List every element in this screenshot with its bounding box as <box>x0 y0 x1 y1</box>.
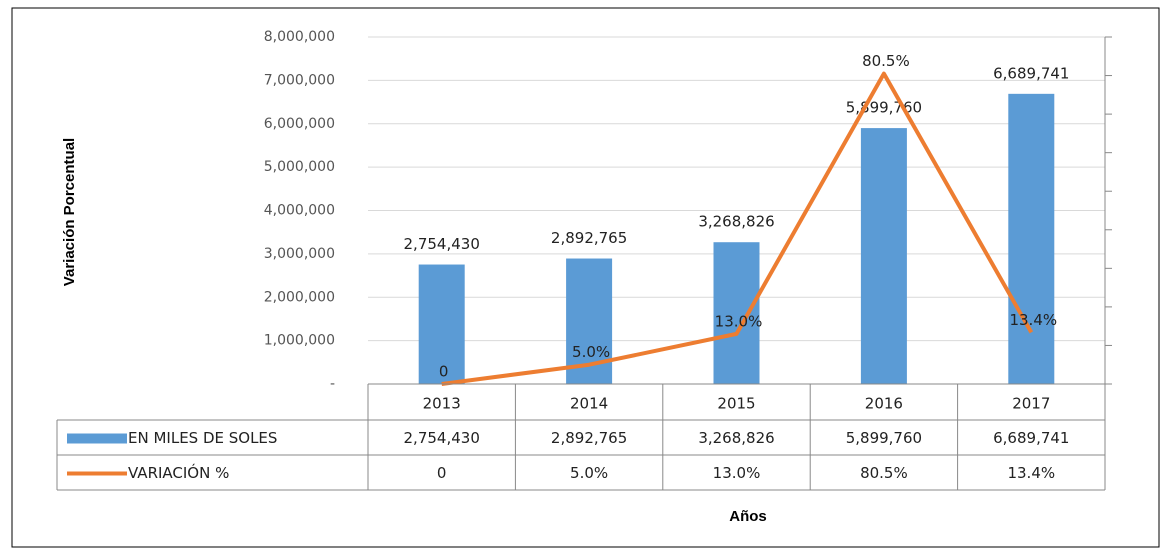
y-tick-label: 7,000,000 <box>264 72 335 88</box>
bar <box>418 264 465 384</box>
line-value-label: 0 <box>439 363 449 381</box>
line-value-label: 80.5% <box>862 52 910 70</box>
x-tick-label: 2014 <box>570 395 608 413</box>
bar <box>1008 93 1055 384</box>
y-tick-label: 6,000,000 <box>264 116 335 132</box>
y-tick-label: 8,000,000 <box>264 29 335 45</box>
table-cell: 0 <box>437 464 447 482</box>
bar-value-label: 2,892,765 <box>551 229 627 247</box>
table-cell: 2,892,765 <box>551 429 627 447</box>
bar-value-label: 6,689,741 <box>993 64 1069 82</box>
legend-label: VARIACIÓN % <box>128 463 229 482</box>
bar-value-label: 5,899,760 <box>846 99 922 117</box>
table-cell: 3,268,826 <box>698 429 774 447</box>
bar-value-label: 2,754,430 <box>404 235 480 253</box>
y-tick-label: 3,000,000 <box>264 246 335 262</box>
x-tick-label: 2013 <box>423 395 461 413</box>
legend-swatch <box>67 433 127 444</box>
bar <box>713 242 760 384</box>
table-cell: 2,754,430 <box>404 429 480 447</box>
y-tick-label: 5,000,000 <box>264 159 335 175</box>
bar-value-label: 3,268,826 <box>698 213 774 231</box>
x-tick-label: 2017 <box>1012 395 1050 413</box>
line <box>441 71 1034 386</box>
x-tick-label: 2015 <box>717 395 755 413</box>
x-axis-label: Años <box>729 508 767 525</box>
y-axis-label: Variación Porcentual <box>61 138 78 286</box>
table-cell: 6,689,741 <box>993 429 1069 447</box>
table-cell: 13.4% <box>1007 464 1055 482</box>
y-tick-label: 4,000,000 <box>264 203 335 219</box>
table-cell: 13.0% <box>713 464 761 482</box>
y-tick-label: 2,000,000 <box>264 289 335 305</box>
y-tick-label: 1,000,000 <box>264 333 335 349</box>
line-value-label: 13.0% <box>715 312 763 330</box>
bar <box>860 128 907 384</box>
y-tick-label: - <box>330 376 335 392</box>
line-value-label: 5.0% <box>572 343 610 361</box>
table-cell: 5.0% <box>570 464 608 482</box>
table-cell: 80.5% <box>860 464 908 482</box>
table-cell: 5,899,760 <box>846 429 922 447</box>
legend-label: EN MILES DE SOLES <box>128 429 277 447</box>
line-value-label: 13.4% <box>1009 311 1057 329</box>
x-tick-label: 2016 <box>865 395 903 413</box>
